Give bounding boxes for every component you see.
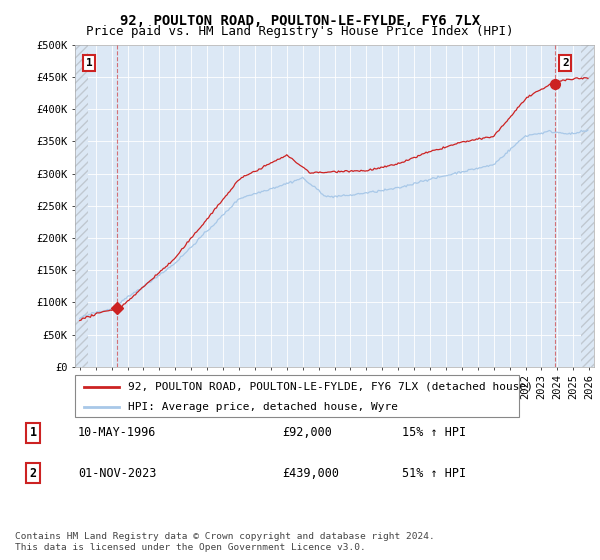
Text: 92, POULTON ROAD, POULTON-LE-FYLDE, FY6 7LX (detached house): 92, POULTON ROAD, POULTON-LE-FYLDE, FY6 … <box>128 382 533 392</box>
Text: 1: 1 <box>29 426 37 440</box>
Text: 15% ↑ HPI: 15% ↑ HPI <box>402 426 466 440</box>
Text: £92,000: £92,000 <box>282 426 332 440</box>
Text: HPI: Average price, detached house, Wyre: HPI: Average price, detached house, Wyre <box>128 402 398 412</box>
Text: 2: 2 <box>562 58 569 68</box>
Bar <box>75 45 88 367</box>
Text: 10-MAY-1996: 10-MAY-1996 <box>78 426 157 440</box>
Text: 2: 2 <box>29 466 37 480</box>
Text: 92, POULTON ROAD, POULTON-LE-FYLDE, FY6 7LX: 92, POULTON ROAD, POULTON-LE-FYLDE, FY6 … <box>120 14 480 28</box>
Text: £439,000: £439,000 <box>282 466 339 480</box>
Text: 1: 1 <box>86 58 93 68</box>
Text: Contains HM Land Registry data © Crown copyright and database right 2024.
This d: Contains HM Land Registry data © Crown c… <box>15 532 435 552</box>
Text: 01-NOV-2023: 01-NOV-2023 <box>78 466 157 480</box>
FancyBboxPatch shape <box>75 375 519 417</box>
Bar <box>581 45 594 367</box>
Text: Price paid vs. HM Land Registry's House Price Index (HPI): Price paid vs. HM Land Registry's House … <box>86 25 514 38</box>
Text: 51% ↑ HPI: 51% ↑ HPI <box>402 466 466 480</box>
